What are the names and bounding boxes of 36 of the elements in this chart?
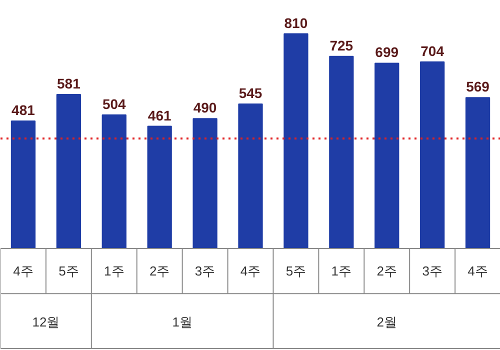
- bar: [56, 94, 81, 250]
- data-label: 569: [466, 78, 490, 95]
- bar: [465, 97, 490, 250]
- x-tick-label: 1주: [104, 264, 124, 279]
- bar: [192, 118, 218, 250]
- bar: [374, 62, 400, 250]
- bar: [102, 114, 126, 250]
- data-label: 490: [193, 100, 217, 116]
- data-label: 810: [284, 14, 308, 31]
- x-tick-label: 2주: [149, 264, 170, 279]
- data-label: 545: [238, 85, 262, 102]
- bar: [238, 104, 263, 250]
- data-label: 704: [420, 42, 444, 59]
- bar: [420, 61, 445, 250]
- data-label: 725: [330, 37, 354, 54]
- x-tick-label: 4주: [240, 264, 261, 279]
- x-tick-label: 1주: [331, 264, 352, 279]
- bar: [329, 56, 354, 250]
- data-label: 481: [12, 102, 36, 118]
- x-tick-label: 3주: [194, 264, 216, 279]
- x-tick-label: 2주: [376, 264, 397, 279]
- x-tick-label: 3주: [422, 264, 442, 279]
- bar: [284, 33, 308, 250]
- data-label: 461: [148, 107, 172, 124]
- x-tick-label: 5주: [286, 264, 306, 279]
- data-label: 581: [57, 75, 81, 92]
- x-tick-label: 5주: [58, 264, 79, 279]
- x-tick-label: 4주: [468, 264, 488, 279]
- text: 12월: [32, 314, 60, 330]
- text: 1월: [172, 314, 192, 330]
- data-label: 504: [102, 96, 126, 112]
- data-label: 699: [375, 44, 399, 60]
- bar: [147, 126, 172, 250]
- bar: [10, 120, 36, 250]
- x-tick-label: 4주: [13, 264, 34, 279]
- text: 2월: [376, 314, 397, 330]
